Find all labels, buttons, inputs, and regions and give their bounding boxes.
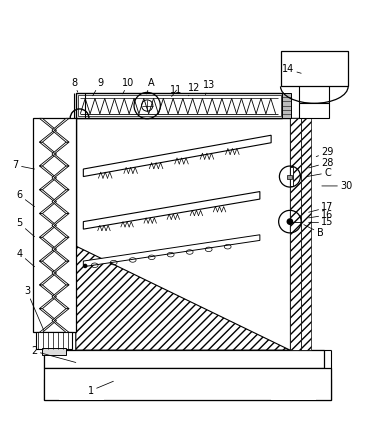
Bar <box>290 167 293 186</box>
Polygon shape <box>76 246 290 350</box>
Polygon shape <box>39 308 57 333</box>
Bar <box>287 175 292 179</box>
Polygon shape <box>52 118 69 142</box>
Text: 8: 8 <box>71 78 78 92</box>
Text: 2: 2 <box>31 346 76 363</box>
Polygon shape <box>52 214 69 237</box>
Polygon shape <box>83 235 260 267</box>
Bar <box>42 348 66 355</box>
Bar <box>33 118 76 333</box>
Bar <box>78 95 280 117</box>
Text: 13: 13 <box>203 80 215 95</box>
Text: 4: 4 <box>17 249 35 267</box>
Bar <box>44 350 324 368</box>
Polygon shape <box>39 237 57 261</box>
Polygon shape <box>52 190 69 214</box>
Text: A: A <box>146 78 154 94</box>
Text: 10: 10 <box>122 78 135 94</box>
Text: 12: 12 <box>188 83 200 96</box>
Text: 15: 15 <box>309 217 334 228</box>
Bar <box>59 380 104 400</box>
Bar <box>44 368 331 400</box>
Text: 1: 1 <box>88 381 113 396</box>
Bar <box>301 118 311 350</box>
Text: B: B <box>304 225 323 238</box>
Bar <box>76 118 301 350</box>
Polygon shape <box>280 51 348 86</box>
Text: 6: 6 <box>17 190 35 207</box>
Polygon shape <box>83 135 271 177</box>
Polygon shape <box>39 166 57 190</box>
Text: 9: 9 <box>93 78 103 96</box>
Polygon shape <box>39 118 57 142</box>
Polygon shape <box>39 214 57 237</box>
Circle shape <box>287 218 293 225</box>
Polygon shape <box>39 142 57 166</box>
Text: 14: 14 <box>282 64 301 75</box>
Text: 17: 17 <box>309 202 334 212</box>
Text: 7: 7 <box>12 160 35 170</box>
Text: 29: 29 <box>316 147 334 157</box>
Text: 30: 30 <box>322 181 352 191</box>
Text: 16: 16 <box>309 210 334 220</box>
Text: 3: 3 <box>24 286 44 330</box>
Text: 5: 5 <box>16 219 35 236</box>
Polygon shape <box>290 118 301 350</box>
Polygon shape <box>52 261 69 285</box>
Circle shape <box>83 264 87 268</box>
Polygon shape <box>39 261 57 285</box>
Polygon shape <box>52 308 69 333</box>
Polygon shape <box>52 237 69 261</box>
Bar <box>282 93 291 118</box>
Text: 28: 28 <box>309 158 334 168</box>
Polygon shape <box>52 166 69 190</box>
Text: C: C <box>307 168 331 178</box>
Polygon shape <box>39 190 57 214</box>
Bar <box>299 103 329 118</box>
Bar <box>76 93 282 118</box>
Polygon shape <box>52 142 69 166</box>
Text: 11: 11 <box>170 85 182 97</box>
Polygon shape <box>39 285 57 308</box>
Bar <box>36 333 72 349</box>
Bar <box>271 380 316 400</box>
Polygon shape <box>83 192 260 229</box>
Polygon shape <box>52 285 69 308</box>
